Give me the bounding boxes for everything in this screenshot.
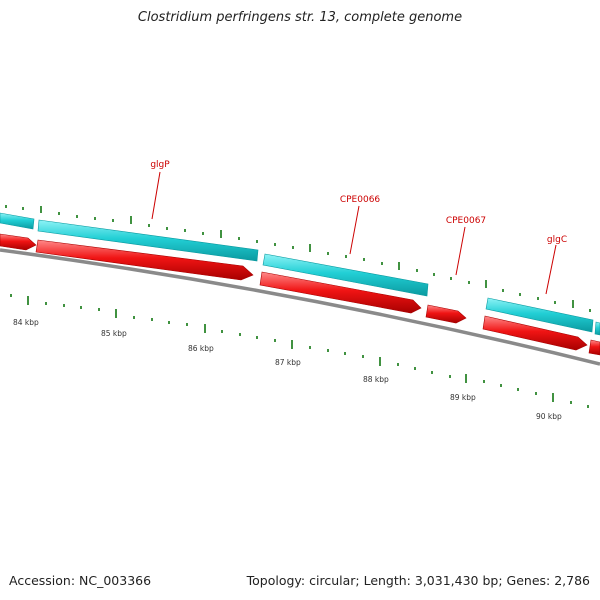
- reverse-gene-2: [35, 239, 254, 281]
- forward-gene-1: [0, 212, 35, 230]
- upper-ticks: [5, 205, 591, 312]
- reverse-gene-1: [0, 233, 37, 251]
- forward-gene-5: [594, 321, 600, 336]
- genome-backbone: [0, 248, 600, 366]
- kbp-label-84: 84 kbp: [13, 318, 39, 327]
- leader-glgC: [545, 244, 557, 295]
- forward-gene-glgC: [485, 297, 594, 333]
- reverse-gene-4: [425, 304, 467, 324]
- lower-ticks: [10, 294, 589, 408]
- leader-CPE0066: [349, 205, 360, 255]
- leader-glgP: [151, 171, 161, 220]
- gene-label-glgC: glgC: [547, 235, 567, 245]
- gene-label-CPE0067: CPE0067: [446, 216, 486, 226]
- gene-leader-lines: [151, 171, 557, 295]
- forward-gene-CPE0066: [262, 253, 429, 297]
- accession-label: Accession: NC_003366: [9, 573, 152, 588]
- kbp-label-85: 85 kbp: [101, 329, 127, 338]
- reverse-gene-5: [482, 315, 588, 351]
- leader-CPE0067: [455, 226, 466, 276]
- kbp-label-86: 86 kbp: [188, 344, 214, 353]
- reverse-gene-3: [259, 271, 422, 314]
- genome-summary-label: Topology: circular; Length: 3,031,430 bp…: [246, 573, 590, 588]
- gene-label-glgP: glgP: [150, 160, 170, 170]
- kbp-label-87: 87 kbp: [275, 358, 301, 367]
- forward-gene-glgP: [37, 219, 259, 262]
- kbp-label-88: 88 kbp: [363, 375, 389, 384]
- reverse-gene-6: [588, 339, 600, 356]
- kbp-label-89: 89 kbp: [450, 393, 476, 402]
- map-title: Clostridium perfringens str. 13, complet…: [137, 10, 463, 25]
- kbp-label-90: 90 kbp: [536, 412, 562, 421]
- gene-label-CPE0066: CPE0066: [340, 195, 381, 205]
